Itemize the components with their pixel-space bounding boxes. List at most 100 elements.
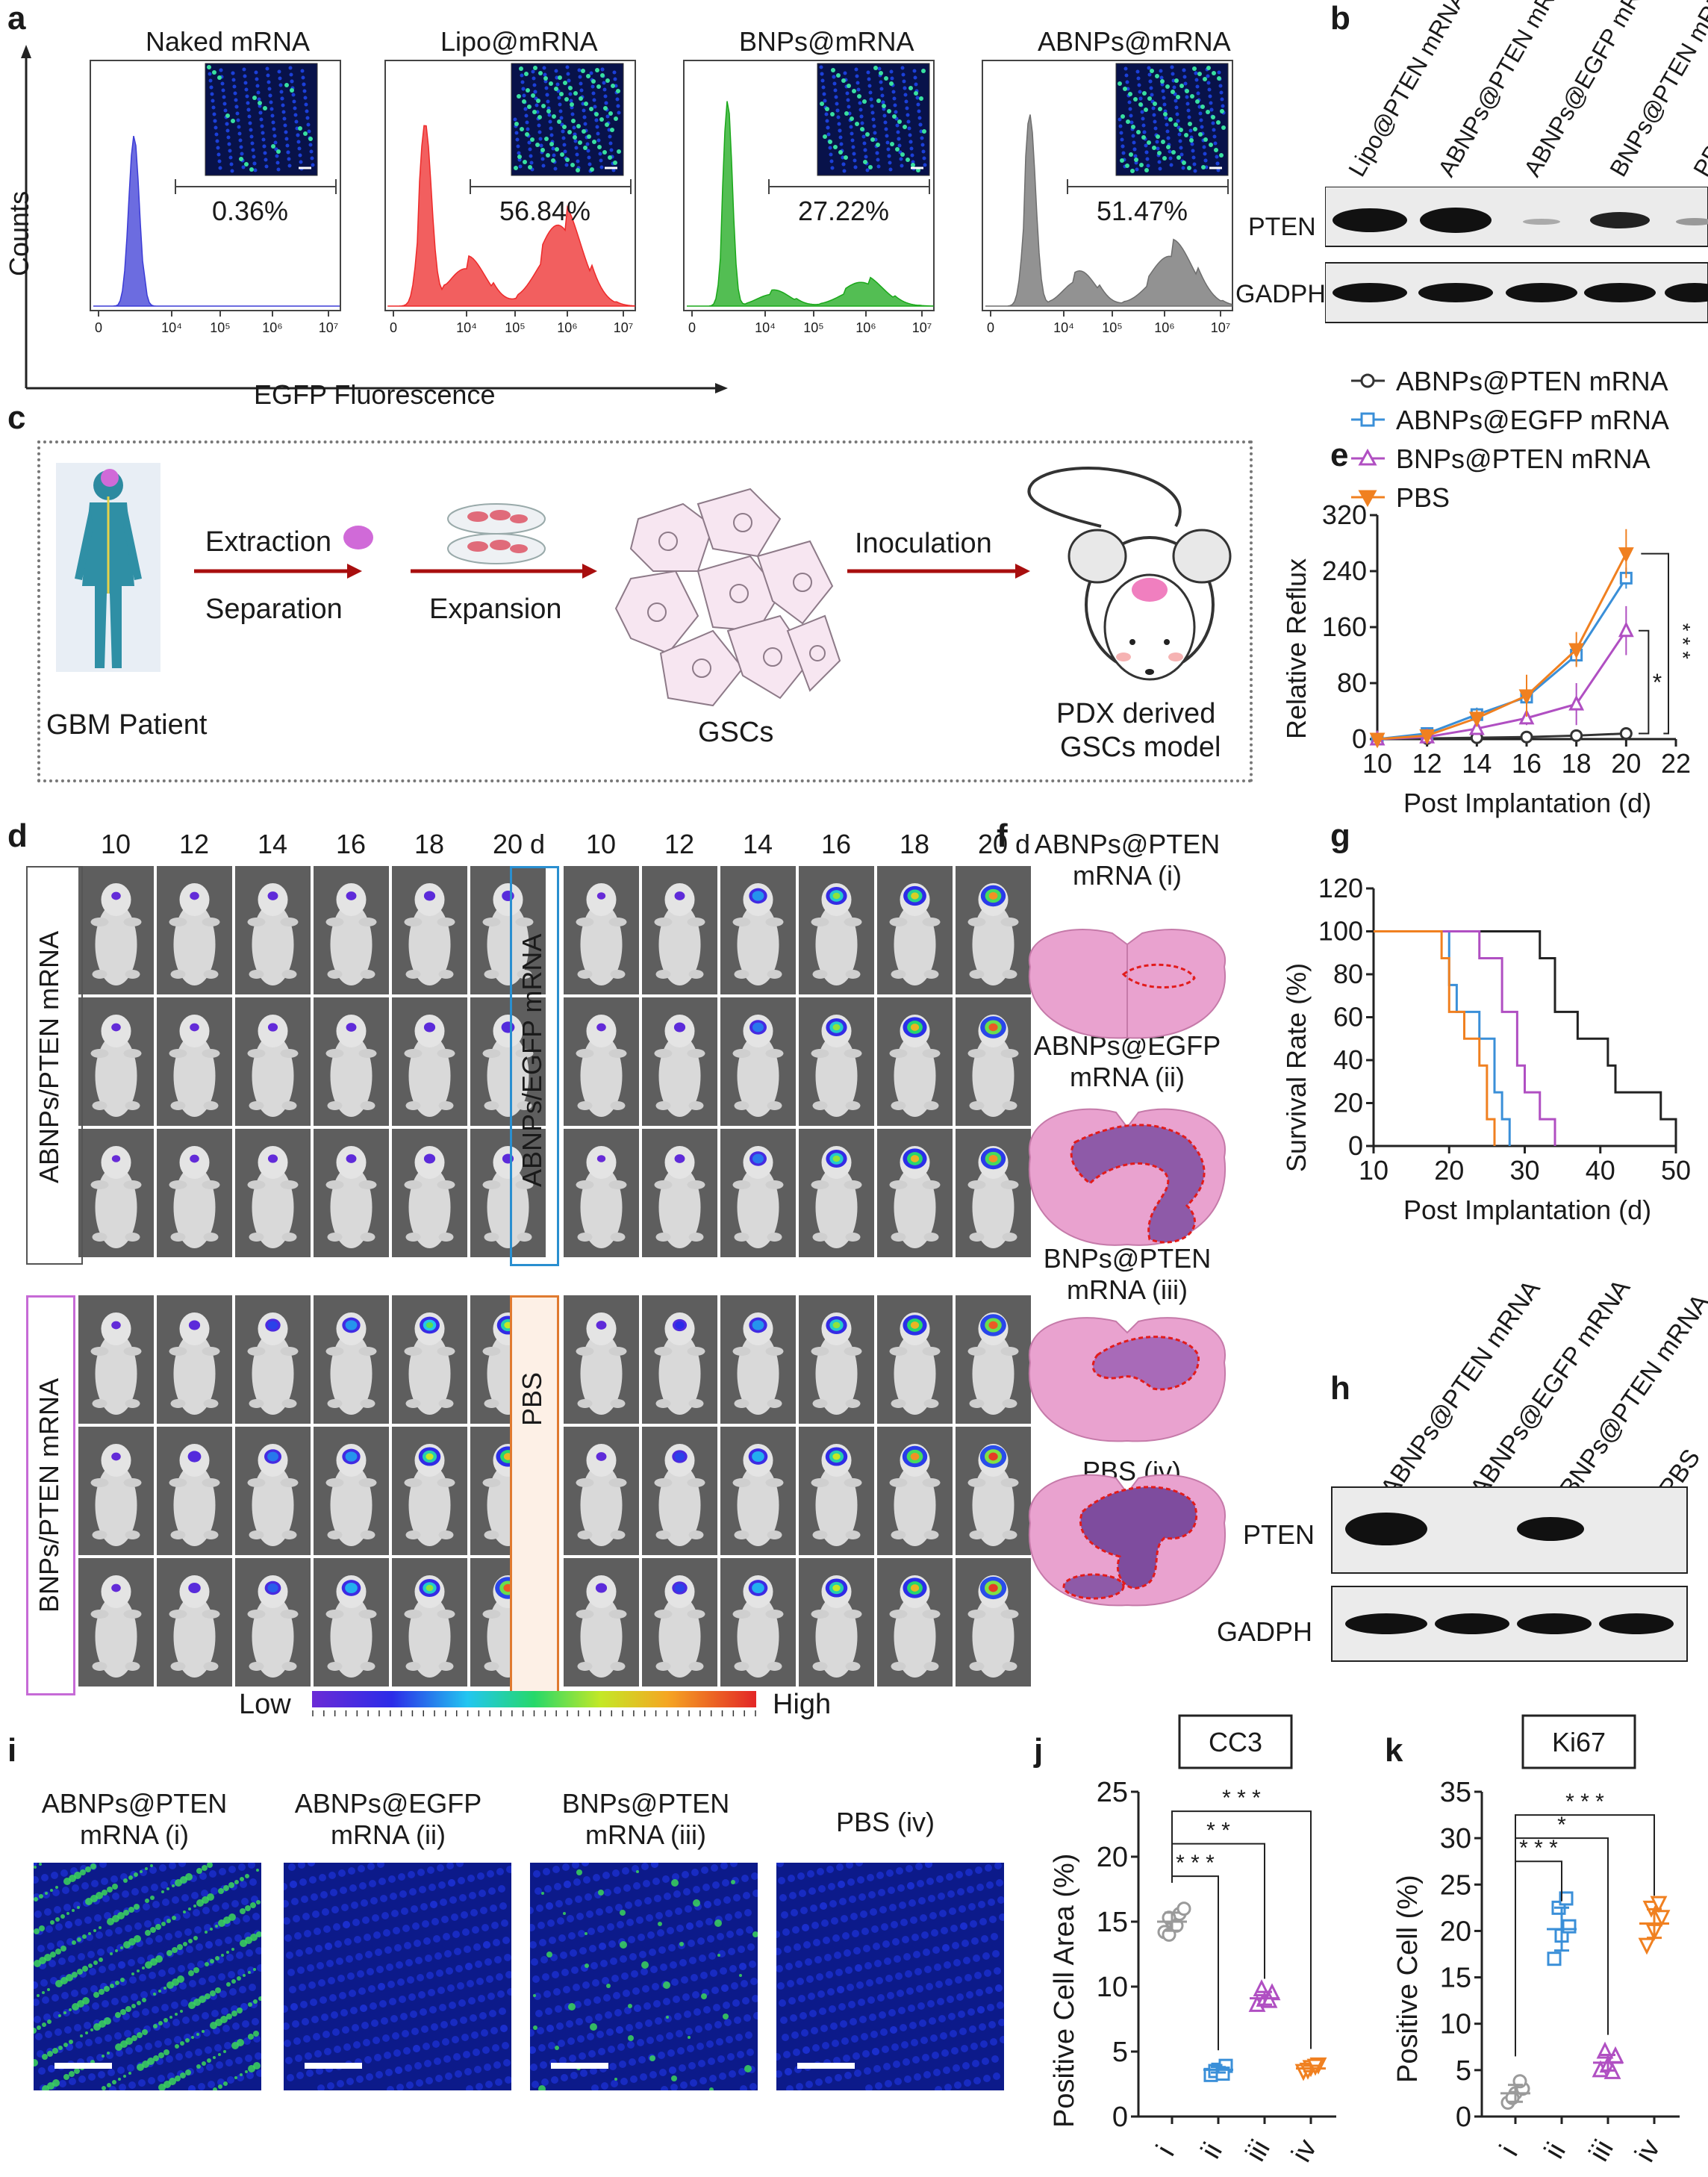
brain-label-1: ABNPs@PTEN mRNA (i): [1034, 829, 1221, 891]
mouse-limb: [610, 1399, 626, 1408]
nucleus: [699, 2077, 707, 2084]
nucleus: [579, 2052, 586, 2060]
nucleus: [604, 1889, 611, 1896]
nucleus-dot: [856, 87, 861, 92]
mouse-image: [720, 1295, 796, 1424]
mouse-head: [586, 1146, 617, 1179]
nucleus: [913, 1951, 920, 1958]
mouse-limb: [577, 1399, 593, 1408]
nucleus: [826, 1866, 834, 1873]
mouse-limb: [1002, 1662, 1017, 1671]
nucleus: [637, 2039, 644, 2046]
chart-j-x-tick-label: iii: [1240, 2134, 1277, 2167]
cc3-signal: [63, 2074, 69, 2080]
nucleus-dot: [1150, 93, 1154, 97]
egfp-dot: [608, 155, 612, 160]
nucleus: [749, 2083, 757, 2090]
nucleus: [449, 2002, 456, 2009]
cc3-signal: [82, 1997, 90, 2005]
nucleus: [141, 1886, 149, 1893]
nucleus: [473, 2049, 480, 2056]
mouse-limb: [203, 1101, 219, 1110]
nucleus-dot: [1209, 101, 1213, 105]
nucleus: [705, 2023, 712, 2031]
chart-j-point: [1176, 1902, 1191, 1916]
nucleus-dot: [282, 116, 287, 121]
mouse-limb: [967, 918, 986, 926]
egfp-dot: [587, 134, 591, 139]
nucleus: [380, 1895, 387, 1902]
cc3-signal: [118, 2078, 121, 2081]
egfp-dot: [1147, 96, 1152, 101]
nucleus: [735, 2034, 743, 2041]
nucleus: [439, 2004, 446, 2011]
nucleus: [840, 2020, 847, 2028]
nucleus: [397, 1978, 405, 1986]
bioluminescence-core: [911, 892, 919, 900]
cc3-signal: [60, 1914, 65, 1919]
nucleus: [565, 1898, 573, 1905]
egfp-dot: [1195, 99, 1200, 104]
cc3-signal: [538, 2085, 546, 2090]
mouse-limb: [1000, 1478, 1019, 1487]
egfp-dot: [1211, 115, 1215, 119]
nucleus-dot: [225, 122, 229, 126]
egfp-dot: [225, 113, 230, 118]
nucleus-dot: [299, 160, 303, 164]
egfp-dot: [1188, 122, 1192, 126]
cc3-signal: [193, 1905, 196, 1907]
egfp-dot: [1193, 127, 1197, 131]
nucleus: [710, 1969, 717, 1977]
nucleus-dot: [1128, 107, 1132, 111]
nucleus: [575, 1896, 582, 1903]
nucleus: [208, 1975, 216, 1983]
nucleus: [149, 1866, 157, 1874]
mouse-limb: [812, 1233, 828, 1242]
chart-k-y-tick-label: 0: [1456, 2102, 1471, 2133]
nucleus: [437, 1864, 444, 1872]
nucleus: [194, 1926, 202, 1934]
step-expansion: Expansion: [429, 594, 562, 625]
x-tick-label: 10⁵: [210, 320, 230, 335]
nucleus: [789, 1892, 797, 1899]
nucleus: [72, 1884, 79, 1892]
cc3-signal: [50, 1952, 56, 1958]
mouse-limb: [327, 1399, 343, 1408]
nucleus: [620, 2078, 628, 2085]
nucleus-dot: [1134, 161, 1138, 165]
nucleus: [34, 2016, 41, 2023]
nucleus-dot: [1207, 87, 1212, 92]
nucleus: [597, 1925, 605, 1933]
nucleus-dot: [1206, 81, 1211, 85]
chart-e-line: [1377, 577, 1627, 741]
cc3-signal: [115, 1949, 118, 1952]
nucleus-dot: [843, 71, 847, 75]
nucleus: [835, 2074, 842, 2081]
cc3-signal: [125, 2037, 133, 2045]
cc3-signal: [731, 1880, 735, 1884]
nucleus: [198, 2083, 205, 2090]
nucleus-dot: [1212, 134, 1217, 139]
nucleus: [959, 1905, 966, 1913]
mouse-limb: [732, 1610, 751, 1619]
nucleus: [313, 2033, 320, 2040]
mouse-limb: [655, 1101, 671, 1110]
nucleus-dot: [867, 84, 872, 88]
egfp-dot: [249, 167, 254, 172]
mouse-limb: [608, 1049, 627, 1058]
nucleus: [676, 1925, 684, 1932]
brain-section-2: [1028, 1108, 1227, 1246]
nucleus-dot: [226, 135, 231, 140]
bioluminescence-outer: [111, 1321, 121, 1330]
nucleus: [982, 2058, 989, 2065]
egfp-dot: [1158, 107, 1162, 111]
nucleus: [561, 1969, 569, 1976]
nucleus: [556, 2022, 564, 2030]
nucleus: [833, 2057, 841, 2064]
nucleus: [692, 1991, 699, 1999]
nucleus: [81, 1882, 89, 1890]
nucleus-dot: [289, 72, 293, 77]
bioluminescence-outer: [346, 1154, 357, 1163]
mouse-limb: [889, 1610, 908, 1619]
nucleus: [738, 2068, 746, 2075]
